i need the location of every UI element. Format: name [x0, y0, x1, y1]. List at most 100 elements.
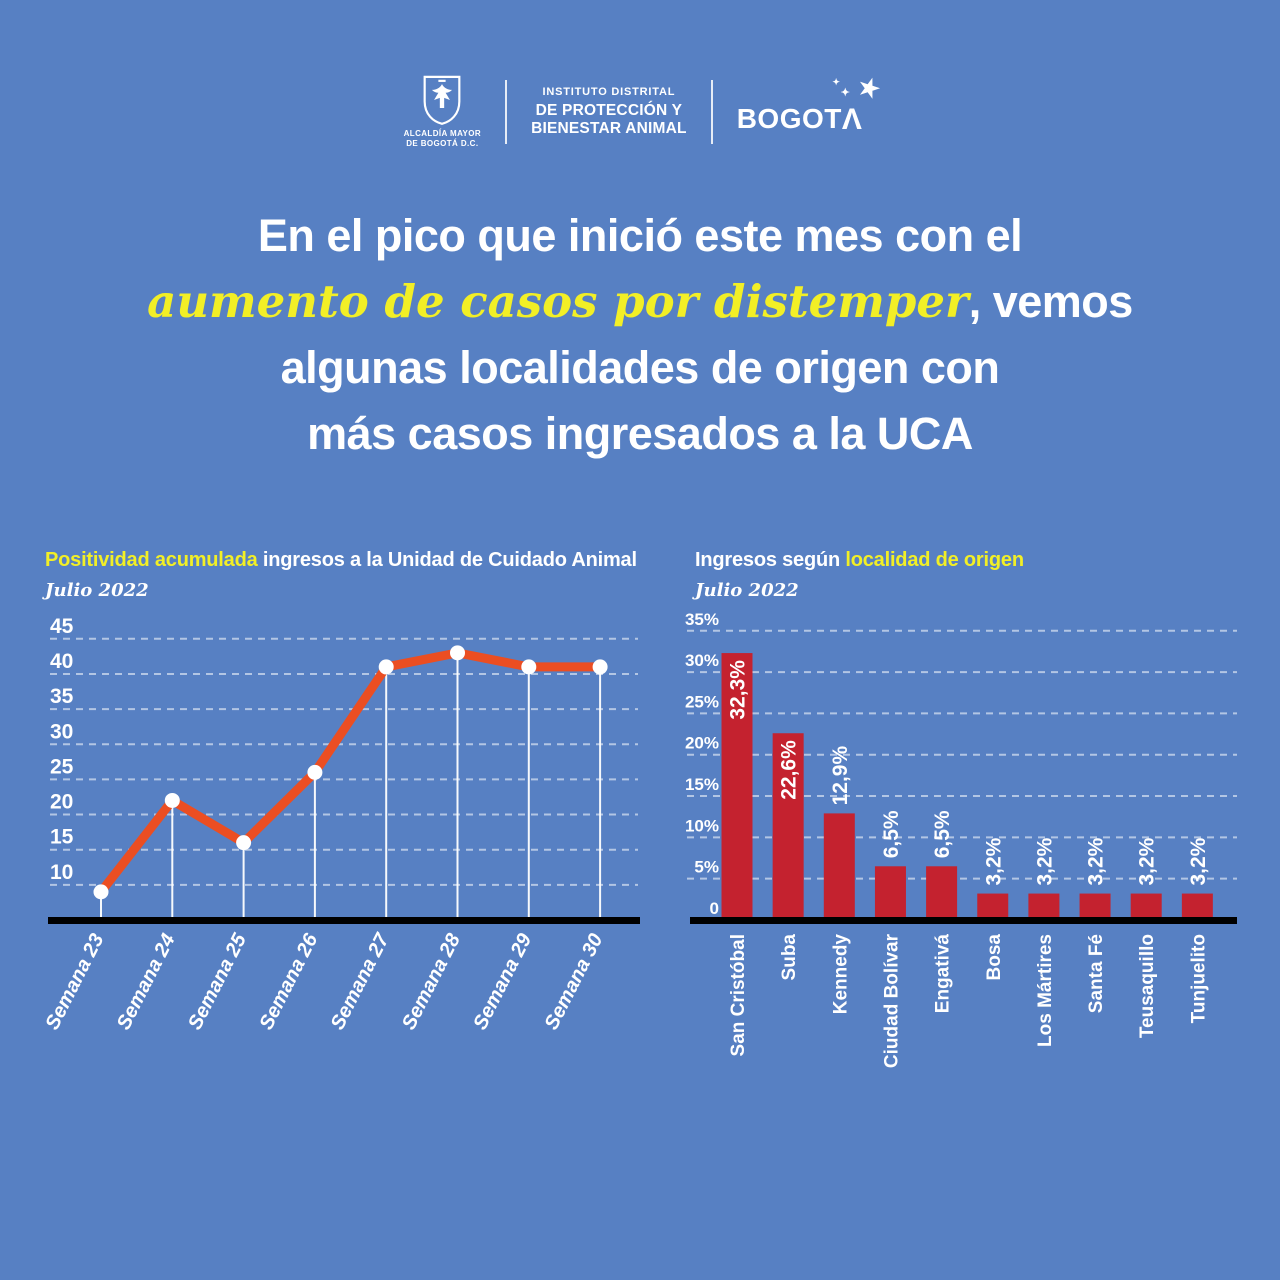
- bar-value-label: 3,2%: [982, 837, 1005, 885]
- star-icon-large: ★: [854, 72, 885, 105]
- x-axis-label: Semana 27: [327, 930, 394, 1034]
- bar: [823, 813, 855, 919]
- x-axis-label: Los Mártires: [1035, 934, 1056, 1047]
- data-point: [93, 884, 109, 900]
- alcaldia-logo: ALCALDÍA MAYOR DE BOGOTÁ D.C.: [404, 74, 481, 150]
- x-axis-label: Ciudad Bolívar: [881, 933, 902, 1068]
- headline-line-1: En el pico que inició este mes con el: [257, 210, 1023, 261]
- alcaldia-caption-line2: DE BOGOTÁ D.C.: [406, 139, 479, 149]
- star-icon-small-2: ✦: [832, 76, 841, 87]
- headline: En el pico que inició este mes con el au…: [0, 203, 1280, 467]
- bar-value-label: 3,2%: [1085, 837, 1108, 885]
- data-point: [164, 792, 180, 808]
- data-point: [307, 764, 323, 780]
- x-axis-label: San Cristóbal: [728, 934, 749, 1056]
- bar-chart-subtitle: Julio 2022: [695, 580, 799, 601]
- y-axis-label: 25: [50, 755, 74, 778]
- institute-line1: INSTITUTO DISTRITAL: [542, 86, 676, 99]
- bogota-logo: BOGOTΛ ★ ✦ ✦: [736, 72, 884, 140]
- y-axis-label: 45: [50, 615, 74, 638]
- line-chart-subtitle: Julio 2022: [45, 580, 149, 601]
- y-axis-label: 15%: [685, 775, 719, 794]
- star-icon-small-1: ✦: [840, 86, 851, 99]
- x-axis-label: Bosa: [984, 934, 1005, 981]
- line-chart-section: Positividad acumulada ingresos a la Unid…: [45, 549, 645, 601]
- y-axis-label: 25%: [685, 692, 719, 711]
- bar-value-label: 3,2%: [1136, 837, 1159, 885]
- bar: [1028, 893, 1060, 919]
- institute-line3: BIENESTAR ANIMAL: [531, 119, 687, 137]
- y-axis-label: 10: [50, 861, 73, 884]
- bar-value-label: 6,5%: [931, 810, 954, 858]
- x-axis-label: Kennedy: [830, 934, 851, 1015]
- y-axis-label: 20%: [685, 734, 719, 753]
- bar-value-label: 3,2%: [1033, 837, 1056, 885]
- headline-line-4: más casos ingresados a la UCA: [307, 408, 973, 459]
- x-axis-label: Semana 28: [398, 930, 465, 1034]
- axis-baseline: [48, 917, 640, 924]
- data-point: [236, 835, 252, 851]
- institute-line2: DE PROTECCIÓN Y: [535, 101, 683, 119]
- alcaldia-caption-line1: ALCALDÍA MAYOR: [403, 129, 482, 138]
- bar-value-label: 12,9%: [829, 746, 852, 806]
- x-axis-label: Semana 25: [184, 930, 251, 1034]
- alcaldia-shield-icon: [423, 75, 461, 125]
- x-axis-label: Teusaquillo: [1137, 934, 1158, 1038]
- bar: [1130, 893, 1162, 919]
- y-axis-label: 30%: [685, 651, 719, 670]
- y-axis-label: 30: [50, 720, 73, 743]
- data-point: [450, 645, 465, 661]
- x-axis-label: Suba: [779, 934, 800, 981]
- y-axis-label: 35%: [685, 610, 719, 629]
- x-axis-label: Semana 23: [41, 930, 108, 1033]
- x-axis-label: Tunjuelito: [1188, 934, 1209, 1023]
- headline-highlight: aumento de casos por distemper: [147, 275, 969, 328]
- x-axis-label: Semana 30: [541, 930, 608, 1033]
- bar: [721, 653, 753, 919]
- institute-name: INSTITUTO DISTRITAL DE PROTECCIÓN Y BIEN…: [531, 86, 687, 137]
- x-axis-label: Santa Fé: [1086, 934, 1107, 1013]
- bar-chart-title-highlight: localidad de origen: [845, 549, 1024, 571]
- bar-value-label: 22,6%: [778, 740, 801, 800]
- data-point: [521, 659, 537, 675]
- bar: [772, 733, 804, 919]
- axis-baseline: [690, 917, 1237, 924]
- bar: [874, 866, 906, 919]
- y-axis-label: 10%: [685, 816, 719, 835]
- y-axis-label: 5%: [694, 858, 719, 877]
- y-axis-label: 0: [710, 899, 719, 918]
- bogota-wordmark: BOGOT: [736, 102, 842, 134]
- alcaldia-caption: ALCALDÍA MAYOR DE BOGOTÁ D.C.: [404, 129, 481, 150]
- bar: [1079, 893, 1111, 919]
- x-axis-label: Engativá: [933, 934, 954, 1014]
- data-point: [378, 659, 394, 675]
- x-axis-label: Semana 24: [113, 930, 180, 1033]
- line-chart-title-highlight: Positividad acumulada: [45, 549, 258, 571]
- trend-line: [96, 648, 605, 897]
- x-axis-label: Semana 26: [255, 930, 322, 1034]
- bogota-lambda: Λ: [841, 102, 863, 136]
- line-chart-title: Positividad acumulada ingresos a la Unid…: [45, 549, 645, 572]
- header-divider-1: [505, 79, 508, 144]
- bar-chart-title: Ingresos según localidad de origen: [695, 549, 1255, 572]
- y-axis-label: 40: [50, 650, 73, 673]
- bar: [977, 893, 1009, 919]
- headline-line-2-rest: , vemos: [968, 276, 1134, 327]
- y-axis-label: 20: [50, 791, 73, 814]
- bar: [926, 866, 958, 919]
- line-chart-title-rest: ingresos a la Unidad de Cuidado Animal: [257, 549, 637, 571]
- y-axis-label: 15: [50, 826, 74, 849]
- data-point: [592, 659, 608, 675]
- bar: [1181, 893, 1213, 919]
- bar-value-label: 32,3%: [727, 660, 750, 720]
- y-axis-label: 35: [50, 685, 74, 708]
- headline-line-3: algunas localidades de origen con: [280, 342, 1000, 393]
- header-logo-bar: ALCALDÍA MAYOR DE BOGOTÁ D.C. INSTITUTO …: [0, 72, 1280, 150]
- bar-value-label: 6,5%: [880, 810, 903, 858]
- bar-chart-title-prefix: Ingresos según: [695, 549, 846, 571]
- header-divider-2: [710, 79, 713, 144]
- bar-value-label: 3,2%: [1187, 837, 1210, 885]
- bar-chart-section: Ingresos según localidad de origen Julio…: [695, 549, 1255, 601]
